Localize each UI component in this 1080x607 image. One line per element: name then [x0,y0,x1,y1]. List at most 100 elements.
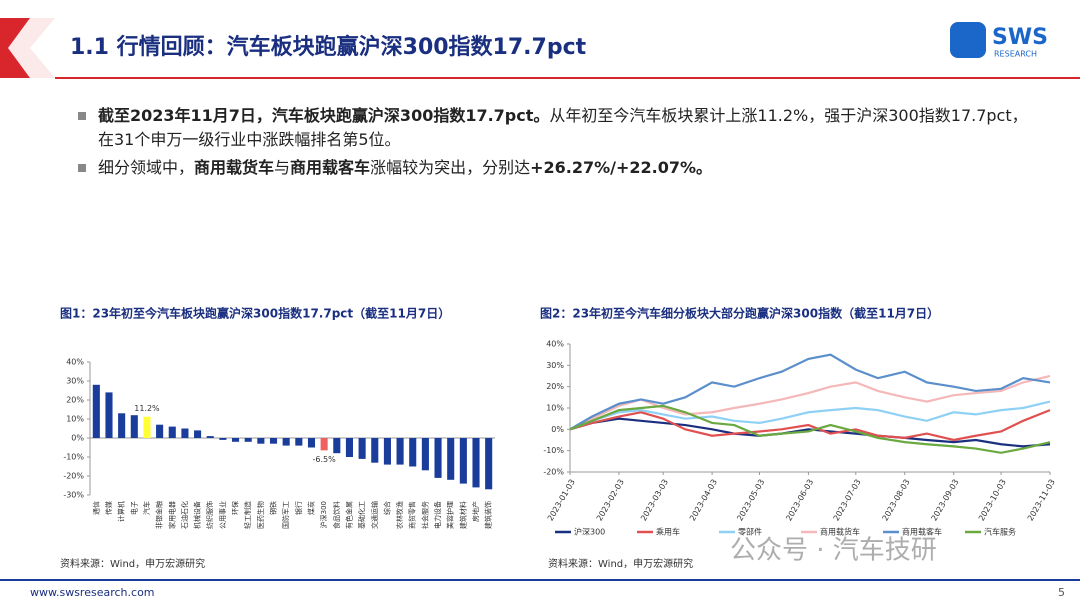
bar [232,438,240,442]
legend-label: 商用载客车 [902,527,942,537]
bar [156,424,164,438]
bullet-text: 从年初至今汽车板块累计上涨11.2%，强于沪深300指数17.7pct，在31个… [98,106,1028,149]
bar [320,438,328,451]
x-tick-label: 汽车 [142,501,151,515]
watermark: 公众号 · 汽车技研 [730,536,937,566]
bar [105,392,113,438]
y-tick-label: 20% [66,396,84,405]
bar [118,413,126,438]
x-tick-label: 公用事业 [218,501,227,529]
bar [130,415,138,438]
bullet-text: 截至2023年11月7日，汽车板块跑赢沪深300指数17.7pct。 [98,106,550,125]
bar [447,438,455,480]
x-tick-label: 2023-06-03 [784,478,815,523]
x-tick-label: 建筑材料 [458,501,467,529]
x-tick-label: 轻工制造 [243,501,252,529]
bar [358,438,366,459]
slide-title: 1.1 行情回顾：汽车板块跑赢沪深300指数17.7pct [70,34,587,60]
header-wedge-inner [8,18,60,78]
x-tick-label: 石油石化 [180,501,189,529]
bar [396,438,404,465]
chart-source: 资料来源：Wind，申万宏源研究 [548,557,693,570]
series-line [569,353,1051,431]
bar [333,438,341,454]
y-tick-label: 0% [71,434,84,443]
series-line [569,417,1051,448]
x-tick-label: 有色金属 [344,501,353,529]
bar [421,438,429,471]
x-tick-label: 2023-07-03 [832,478,863,523]
bar [371,438,379,463]
x-tick-label: 综合 [382,501,391,515]
bar [383,438,391,465]
legend-label: 沪深300 [574,527,605,537]
legend-label: 商用载货车 [820,527,860,537]
bar [244,438,252,442]
legend-label: 乘用车 [656,527,680,537]
logo: SWS [992,25,1048,50]
bullet-text: 商用载客车 [290,158,371,177]
logo-sub: RESEARCH [994,50,1037,59]
bullet-text: 商用载货车 [194,158,275,177]
bullet-text: +26.27%/+22.07%。 [530,158,713,177]
x-tick-label: 国防军工 [281,501,290,529]
bullet: 截至2023年11月7日，汽车板块跑赢沪深300指数17.7pct。从年初至今汽… [78,104,1038,152]
bar [295,438,303,446]
footer-url: www.swsresearch.com [30,586,155,599]
bar [282,438,290,446]
x-tick-label: 交通运输 [370,501,379,529]
bar [168,426,176,438]
x-tick-label: 医药生物 [256,501,265,529]
y-tick-label: 10% [66,415,84,424]
x-tick-label: 通信 [91,501,100,515]
bar [206,436,214,438]
x-tick-label: 传媒 [104,501,113,515]
value-label: 11.2% [134,404,160,413]
bar [307,438,316,448]
bar [472,438,480,488]
x-tick-label: 社会服务 [420,501,429,529]
bar [194,430,202,438]
bar [485,438,493,490]
x-tick-label: 食品饮料 [332,501,341,529]
series-line [569,374,1051,431]
y-tick-label: -20% [63,472,84,481]
y-tick-label: 20% [546,382,564,391]
x-tick-label: 2023-04-03 [688,478,719,523]
x-tick-label: 2023-03-03 [639,478,670,523]
x-tick-label: 基础化工 [357,501,366,529]
x-tick-label: 银行 [294,501,303,515]
chart: 图2：23年初至今汽车细分板块大部分跑赢沪深300指数（截至11月7日） 资料来源… [540,306,1057,571]
x-tick-label: 2023-01-03 [546,478,577,523]
bar [143,416,151,438]
x-tick-label: 家用电器 [167,501,176,529]
bar [409,438,417,467]
page-number: 5 [1058,586,1065,599]
chart: 图1：23年初至今汽车板块跑赢沪深300指数17.7pct（截至11月7日） 资料… [60,306,495,570]
bar [257,438,265,444]
y-tick-label: -20% [543,468,564,477]
bullet: 细分领域中，商用载货车与商用载客车涨幅较为突出，分别达+26.27%/+22.0… [78,156,1038,180]
bullet-text: 细分领域中， [98,158,195,177]
chart-source: 资料来源：Wind，申万宏源研究 [60,557,205,570]
y-tick-label: 0% [551,425,564,434]
x-tick-label: 机械设备 [193,501,202,529]
x-tick-label: 2023-10-03 [977,478,1008,523]
x-tick-label: 商贸零售 [408,501,417,529]
x-tick-label: 沪深300 [319,501,328,528]
series-line [569,400,1051,431]
y-tick-label: -10% [63,453,84,462]
bar [434,438,442,478]
bar [269,438,278,444]
y-tick-label: -30% [63,491,84,500]
bar [345,438,353,457]
x-tick-label: 非银金融 [155,501,164,529]
value-label: -6.5% [313,455,337,464]
x-tick-label: 纺织服饰 [205,501,214,529]
y-tick-label: -10% [543,446,564,455]
chart-title: 图2：23年初至今汽车细分板块大部分跑赢沪深300指数（截至11月7日） [540,306,939,321]
legend-label: 汽车服务 [984,527,1016,537]
x-tick-label: 电力设备 [433,501,442,529]
x-tick-label: 2023-08-03 [881,478,912,523]
